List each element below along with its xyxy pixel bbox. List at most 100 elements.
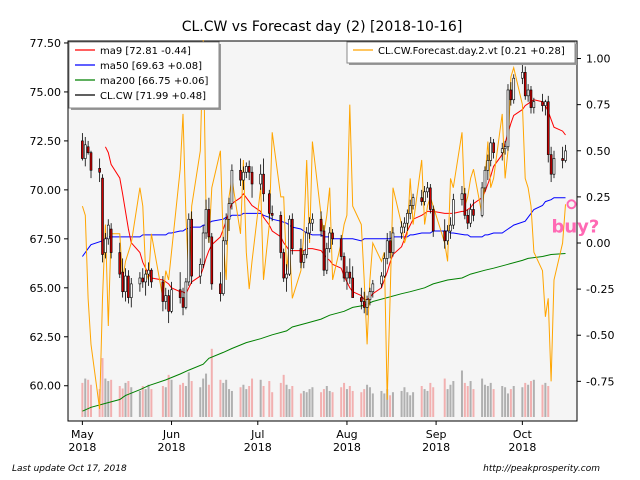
candle <box>121 258 124 298</box>
volume-bar <box>311 387 314 417</box>
buy-marker <box>566 199 577 210</box>
volume-bar <box>460 370 463 417</box>
candle-body <box>339 238 343 257</box>
candle-body <box>429 187 432 210</box>
candle-body <box>322 230 326 271</box>
volume-bar <box>429 382 432 417</box>
candle <box>529 86 533 114</box>
volume-bar <box>207 384 210 417</box>
candle-body <box>460 193 464 200</box>
candle <box>242 166 245 190</box>
candle-body <box>549 154 553 175</box>
candle <box>368 287 372 306</box>
candle <box>239 158 242 186</box>
volume-bar <box>138 390 141 417</box>
candle <box>167 289 170 324</box>
candle <box>420 189 424 206</box>
candle-body <box>544 101 547 106</box>
candle-body <box>426 187 429 193</box>
volume-bar <box>331 392 334 417</box>
candle-body <box>500 148 504 153</box>
volume-bar <box>291 386 294 417</box>
candle-body <box>348 271 352 279</box>
candle-body <box>118 252 122 275</box>
candle-body <box>190 218 193 277</box>
candle-body <box>262 173 265 195</box>
candle <box>411 193 415 210</box>
volume-bar <box>101 358 104 417</box>
candle-body <box>472 209 475 216</box>
volume-bar <box>302 390 305 417</box>
forecast-line <box>81 40 566 410</box>
candle-body <box>466 215 470 224</box>
ma9-path <box>104 99 566 301</box>
candle-body <box>331 232 334 240</box>
volume-bar <box>107 381 110 417</box>
ma200-path <box>82 253 566 412</box>
candle <box>190 211 193 284</box>
volume-bar <box>322 389 325 417</box>
candle <box>109 223 113 259</box>
candle <box>178 272 182 304</box>
candle <box>403 217 406 233</box>
candle <box>291 213 294 255</box>
candle-body <box>106 224 110 240</box>
candle-body <box>362 301 366 308</box>
volume-bar <box>400 390 403 417</box>
volume-bar <box>343 382 346 417</box>
volume-bar <box>426 390 429 417</box>
candle <box>523 66 527 100</box>
candle-body <box>291 218 294 249</box>
candle <box>282 248 285 282</box>
volume-bar <box>366 384 369 417</box>
volume-bar <box>179 384 182 417</box>
candle <box>342 252 346 282</box>
volume-bar <box>170 379 173 417</box>
volume-bar <box>512 386 515 417</box>
volume-bar <box>406 392 409 417</box>
volume-bar <box>380 390 383 417</box>
candle <box>388 231 392 259</box>
volume-bar <box>527 384 530 417</box>
candle-body <box>431 209 435 232</box>
volume-bar <box>489 382 492 417</box>
candle <box>460 185 464 206</box>
candle <box>164 287 168 310</box>
candle <box>250 166 254 198</box>
legend-right: CL.CW.Forecast.day.2.vt [0.21 +0.28] <box>346 41 577 65</box>
candle-body <box>219 283 222 294</box>
volume-bar <box>210 348 213 417</box>
candle <box>509 82 513 106</box>
candle <box>564 144 567 163</box>
volume-bar <box>144 389 147 417</box>
candle <box>406 209 409 231</box>
x-tick-label: Sep <box>426 428 447 441</box>
candle <box>486 154 490 181</box>
volume-bar <box>351 390 354 417</box>
volume-bar <box>222 382 225 417</box>
candle-body <box>452 199 455 226</box>
volume-bar <box>328 390 331 417</box>
volume-bar <box>147 384 150 417</box>
candle <box>345 266 349 290</box>
candle-body <box>523 72 527 97</box>
x-tick-label: Oct <box>513 428 533 441</box>
candle-body <box>345 271 349 279</box>
candle-body <box>423 191 426 202</box>
candle-body <box>224 218 228 242</box>
candle <box>302 250 306 269</box>
candle-body <box>512 77 516 101</box>
volume-bar <box>443 378 446 417</box>
candle <box>331 229 334 245</box>
volume-bar <box>285 384 288 417</box>
candle-body <box>552 158 556 175</box>
x-tick-label: 2018 <box>508 441 536 454</box>
volume-bar <box>167 374 170 417</box>
volume-bar <box>104 378 107 417</box>
volume-bar <box>219 379 222 417</box>
candle <box>267 189 271 220</box>
legend-label: ma9 [72.81 -0.44] <box>100 46 191 57</box>
candle <box>489 136 493 167</box>
candle <box>124 268 127 302</box>
